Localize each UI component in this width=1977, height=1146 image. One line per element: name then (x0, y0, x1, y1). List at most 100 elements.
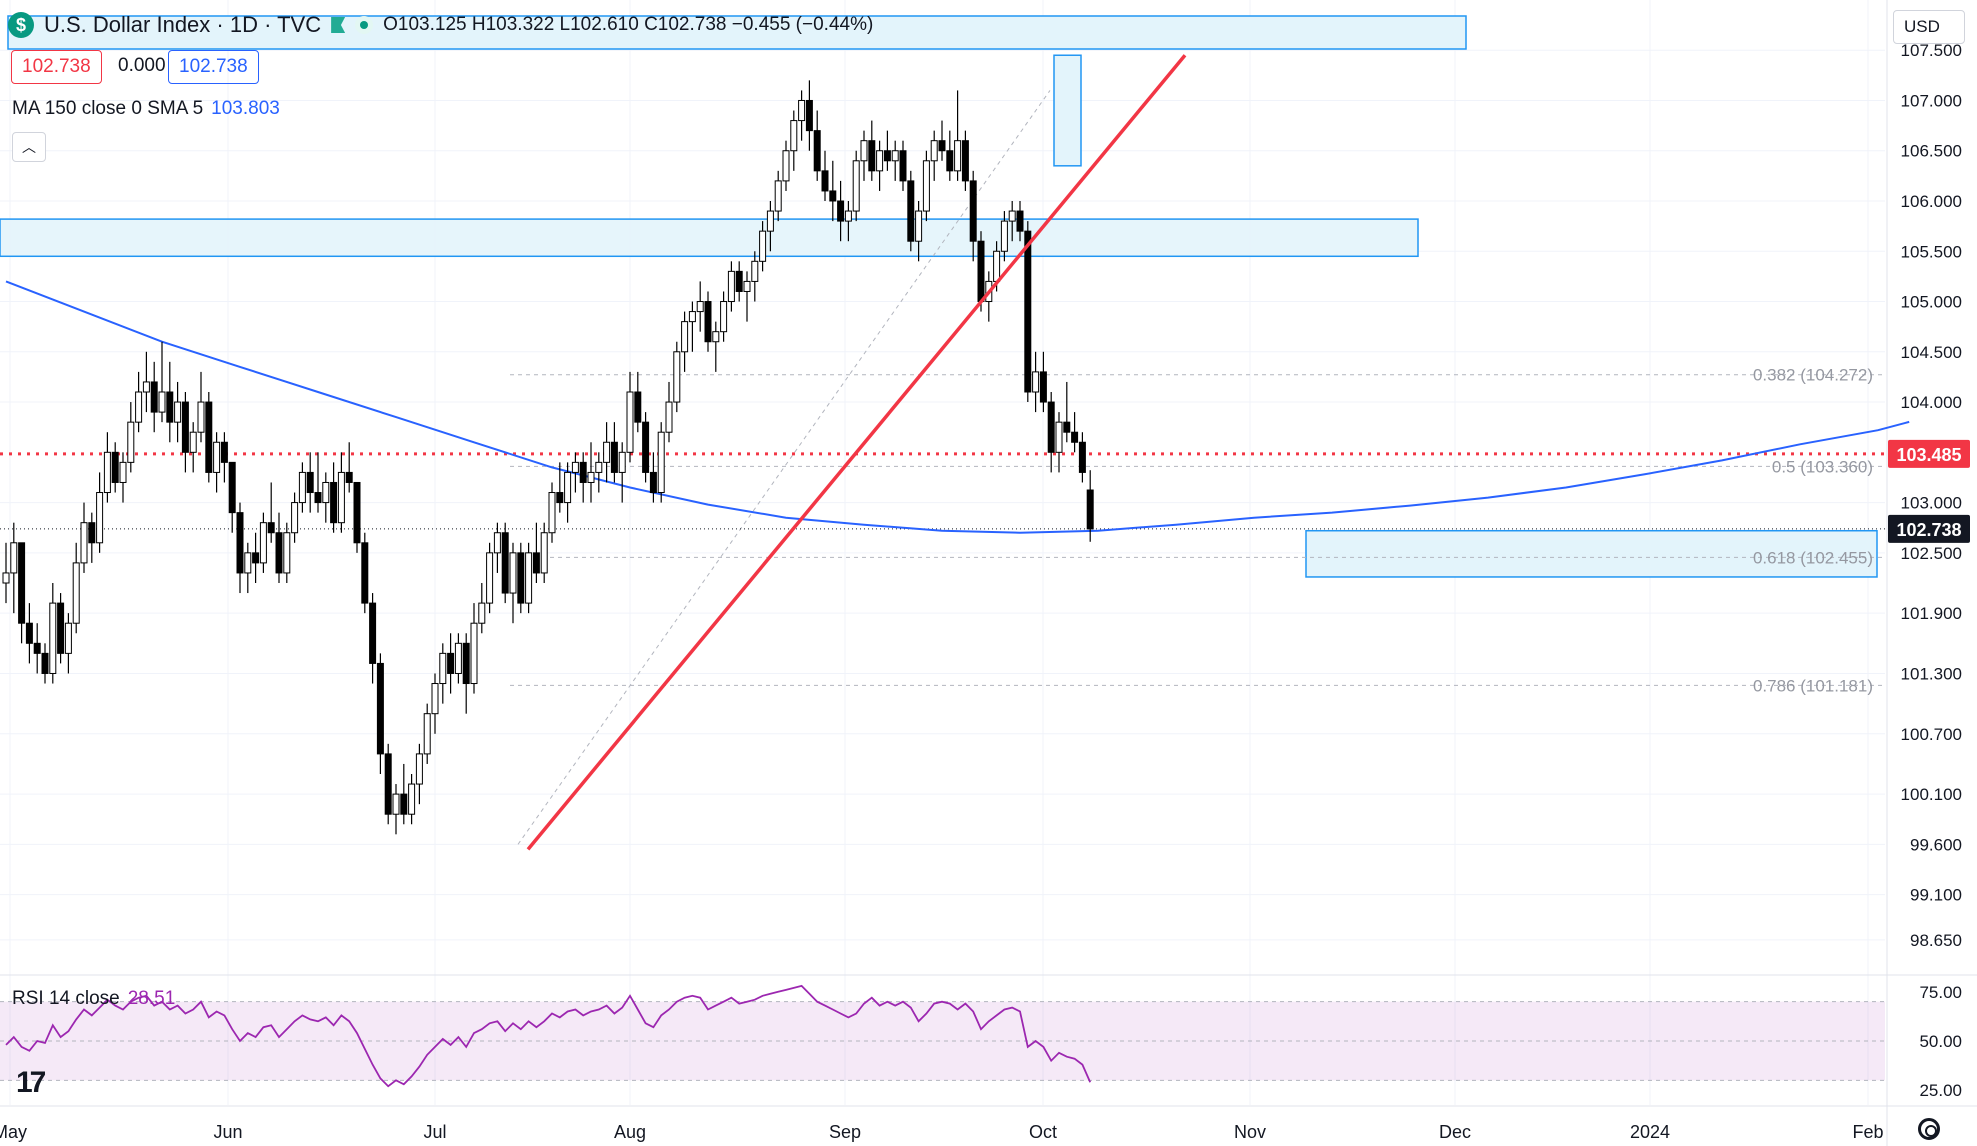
y-tick-label: 103.000 (1901, 494, 1962, 513)
candle-body (922, 160, 930, 212)
candle-body (1047, 401, 1055, 453)
candle-body (517, 552, 525, 604)
candle-body (564, 471, 572, 504)
candle-body (665, 401, 673, 433)
candle-body (829, 190, 837, 202)
candle-body (766, 210, 774, 232)
candle-body (805, 99, 813, 132)
candle-body (759, 230, 767, 262)
rsi-legend-value: 28.51 (127, 988, 176, 1009)
candle-body (727, 270, 735, 303)
candle-body (275, 532, 283, 574)
symbol-header: $ U.S. Dollar Index · 1D · TVC O103.125 … (8, 8, 873, 42)
candle-body (314, 492, 322, 504)
candle-body (1039, 371, 1047, 403)
candle-body (821, 170, 829, 192)
candle-body (478, 602, 486, 624)
candle-body (915, 210, 923, 242)
tradingview-logo-icon: 17 (16, 1066, 46, 1099)
candle-body (439, 652, 447, 685)
y-tick-label: 100.700 (1901, 725, 1962, 744)
candle-body (899, 150, 907, 182)
candle-body (1078, 441, 1086, 473)
market-status-icon[interactable] (355, 16, 374, 34)
currency-button[interactable]: USD (1893, 10, 1965, 44)
y-tick-label: 100.100 (1901, 785, 1962, 804)
ma150-line (5, 280, 1910, 534)
candle-body (587, 471, 595, 483)
candle-body (454, 642, 462, 674)
ma-legend[interactable]: MA 150 close 0 SMA 5 103.803 (12, 98, 280, 120)
candle-body (119, 461, 127, 483)
x-tick-label: Jun (213, 1122, 242, 1142)
candle-body (548, 492, 556, 534)
fib-label: 0.786 (101.181) (1753, 676, 1873, 695)
candle-body (883, 150, 891, 162)
symbol-title[interactable]: U.S. Dollar Index · 1D · TVC (44, 12, 322, 37)
candle-body (447, 652, 455, 674)
candle-body (470, 622, 478, 685)
ohlc-values: O103.125 H103.322 L102.610 C102.738 −0.4… (383, 14, 874, 35)
candle-body (1086, 489, 1094, 530)
candle-body (735, 270, 743, 292)
candle-body (2, 572, 10, 584)
candle-body (618, 451, 626, 473)
candle-body (197, 401, 205, 433)
fib-label: 0.618 (102.455) (1753, 548, 1873, 567)
candle-body (103, 451, 111, 494)
header-highlight-zone (7, 15, 1467, 50)
candle-body (80, 522, 88, 564)
candle-body (369, 602, 377, 664)
x-tick-label: May (0, 1122, 27, 1142)
y-tick-label: 104.500 (1901, 343, 1962, 362)
candle-body (236, 512, 244, 574)
candle-body (1000, 220, 1008, 252)
candle-body (252, 552, 260, 564)
collapse-legend-button[interactable]: ︿ (12, 132, 46, 162)
candle-body (579, 461, 587, 483)
candle-body (18, 542, 26, 624)
candle-body (41, 652, 49, 674)
candle-body (961, 140, 969, 182)
sell-price-button[interactable]: 102.738 (11, 50, 102, 84)
x-tick-label: 2024 (1630, 1122, 1670, 1142)
candle-body (345, 471, 353, 483)
candle-body (1016, 210, 1024, 232)
candle-body (57, 602, 65, 654)
candle-body (876, 150, 884, 172)
candle-body (174, 401, 182, 423)
candle-body (603, 441, 611, 463)
candle-body (376, 662, 384, 755)
x-tick-label: Dec (1439, 1122, 1471, 1142)
x-tick-label: Jul (423, 1122, 446, 1142)
rsi-line (5, 984, 1092, 1088)
candle-body (696, 301, 704, 313)
candle-body (1071, 431, 1079, 443)
x-tick-label: Aug (614, 1122, 646, 1142)
candle-body (525, 552, 533, 604)
gear-icon[interactable] (1918, 1118, 1940, 1140)
chevron-up-icon: ︿ (22, 139, 36, 155)
rsi-legend[interactable]: RSI 14 close 28.51 (12, 988, 175, 1010)
resistance-price-badge (1888, 439, 1970, 468)
candle-body (415, 753, 423, 785)
candle-body (844, 210, 852, 222)
flag-icon[interactable] (331, 17, 346, 33)
buy-price-button[interactable]: 102.738 (168, 50, 259, 84)
candle-body (969, 180, 977, 242)
ma-legend-value: 103.803 (211, 98, 280, 119)
candle-body (891, 150, 899, 162)
candle-body (946, 150, 954, 172)
candle-body (283, 532, 291, 574)
candle-body (626, 391, 634, 453)
candle-body (1008, 210, 1016, 222)
candle-body (111, 451, 119, 483)
candle-body (595, 461, 603, 473)
candle-body (610, 441, 618, 473)
candle-body (798, 99, 806, 122)
candle-body (930, 140, 938, 162)
candle-body (673, 351, 681, 403)
y-tick-label: 101.300 (1901, 664, 1962, 683)
candle-body (337, 471, 345, 524)
